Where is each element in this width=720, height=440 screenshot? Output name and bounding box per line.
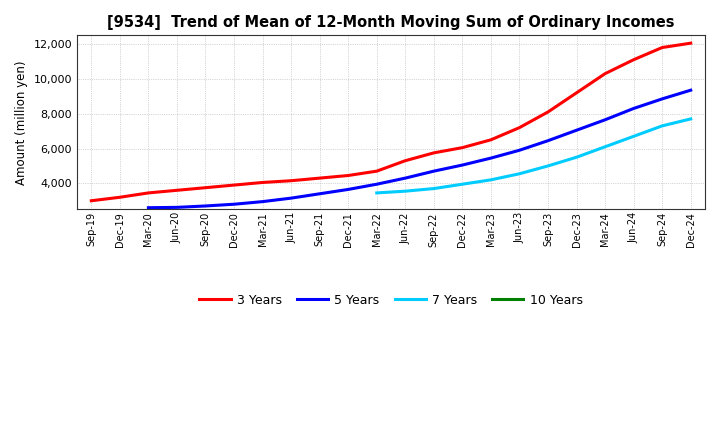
- 3 Years: [201, 185, 210, 191]
- Line: 5 Years: 5 Years: [148, 90, 690, 208]
- 3 Years: [173, 188, 181, 193]
- 3 Years: [115, 194, 124, 200]
- 5 Years: [173, 205, 181, 210]
- 3 Years: [600, 71, 609, 76]
- 5 Years: [487, 155, 495, 161]
- 7 Years: [430, 186, 438, 191]
- 3 Years: [629, 57, 638, 62]
- 5 Years: [230, 202, 238, 207]
- 3 Years: [87, 198, 96, 203]
- 3 Years: [515, 125, 523, 130]
- 5 Years: [658, 96, 667, 102]
- Legend: 3 Years, 5 Years, 7 Years, 10 Years: 3 Years, 5 Years, 7 Years, 10 Years: [194, 289, 588, 312]
- 3 Years: [401, 158, 410, 163]
- 5 Years: [201, 203, 210, 209]
- 3 Years: [572, 90, 581, 95]
- 3 Years: [658, 45, 667, 50]
- 5 Years: [287, 195, 295, 201]
- 7 Years: [629, 134, 638, 139]
- 7 Years: [658, 123, 667, 128]
- 7 Years: [600, 144, 609, 150]
- 5 Years: [430, 169, 438, 174]
- Y-axis label: Amount (million yen): Amount (million yen): [15, 60, 28, 185]
- 3 Years: [144, 190, 153, 195]
- 5 Years: [544, 138, 552, 143]
- 3 Years: [287, 178, 295, 183]
- 5 Years: [258, 199, 267, 204]
- 5 Years: [515, 147, 523, 153]
- 5 Years: [372, 182, 381, 187]
- 7 Years: [515, 171, 523, 176]
- 3 Years: [315, 176, 324, 181]
- Line: 3 Years: 3 Years: [91, 43, 690, 201]
- 5 Years: [629, 106, 638, 111]
- 7 Years: [686, 116, 695, 121]
- Title: [9534]  Trend of Mean of 12-Month Moving Sum of Ordinary Incomes: [9534] Trend of Mean of 12-Month Moving …: [107, 15, 675, 30]
- 5 Years: [344, 187, 353, 192]
- 5 Years: [401, 176, 410, 181]
- 3 Years: [686, 40, 695, 46]
- 3 Years: [487, 137, 495, 143]
- 5 Years: [686, 88, 695, 93]
- 7 Years: [487, 177, 495, 183]
- 7 Years: [401, 188, 410, 194]
- 5 Years: [144, 205, 153, 210]
- 7 Years: [572, 154, 581, 160]
- Line: 7 Years: 7 Years: [377, 119, 690, 193]
- 3 Years: [344, 173, 353, 178]
- 5 Years: [600, 117, 609, 122]
- 3 Years: [230, 183, 238, 188]
- 5 Years: [315, 191, 324, 196]
- 5 Years: [572, 128, 581, 133]
- 3 Years: [458, 145, 467, 150]
- 7 Years: [458, 182, 467, 187]
- 3 Years: [430, 150, 438, 155]
- 3 Years: [544, 109, 552, 114]
- 5 Years: [458, 162, 467, 168]
- 3 Years: [258, 180, 267, 185]
- 7 Years: [372, 190, 381, 195]
- 3 Years: [372, 169, 381, 174]
- 7 Years: [544, 163, 552, 169]
